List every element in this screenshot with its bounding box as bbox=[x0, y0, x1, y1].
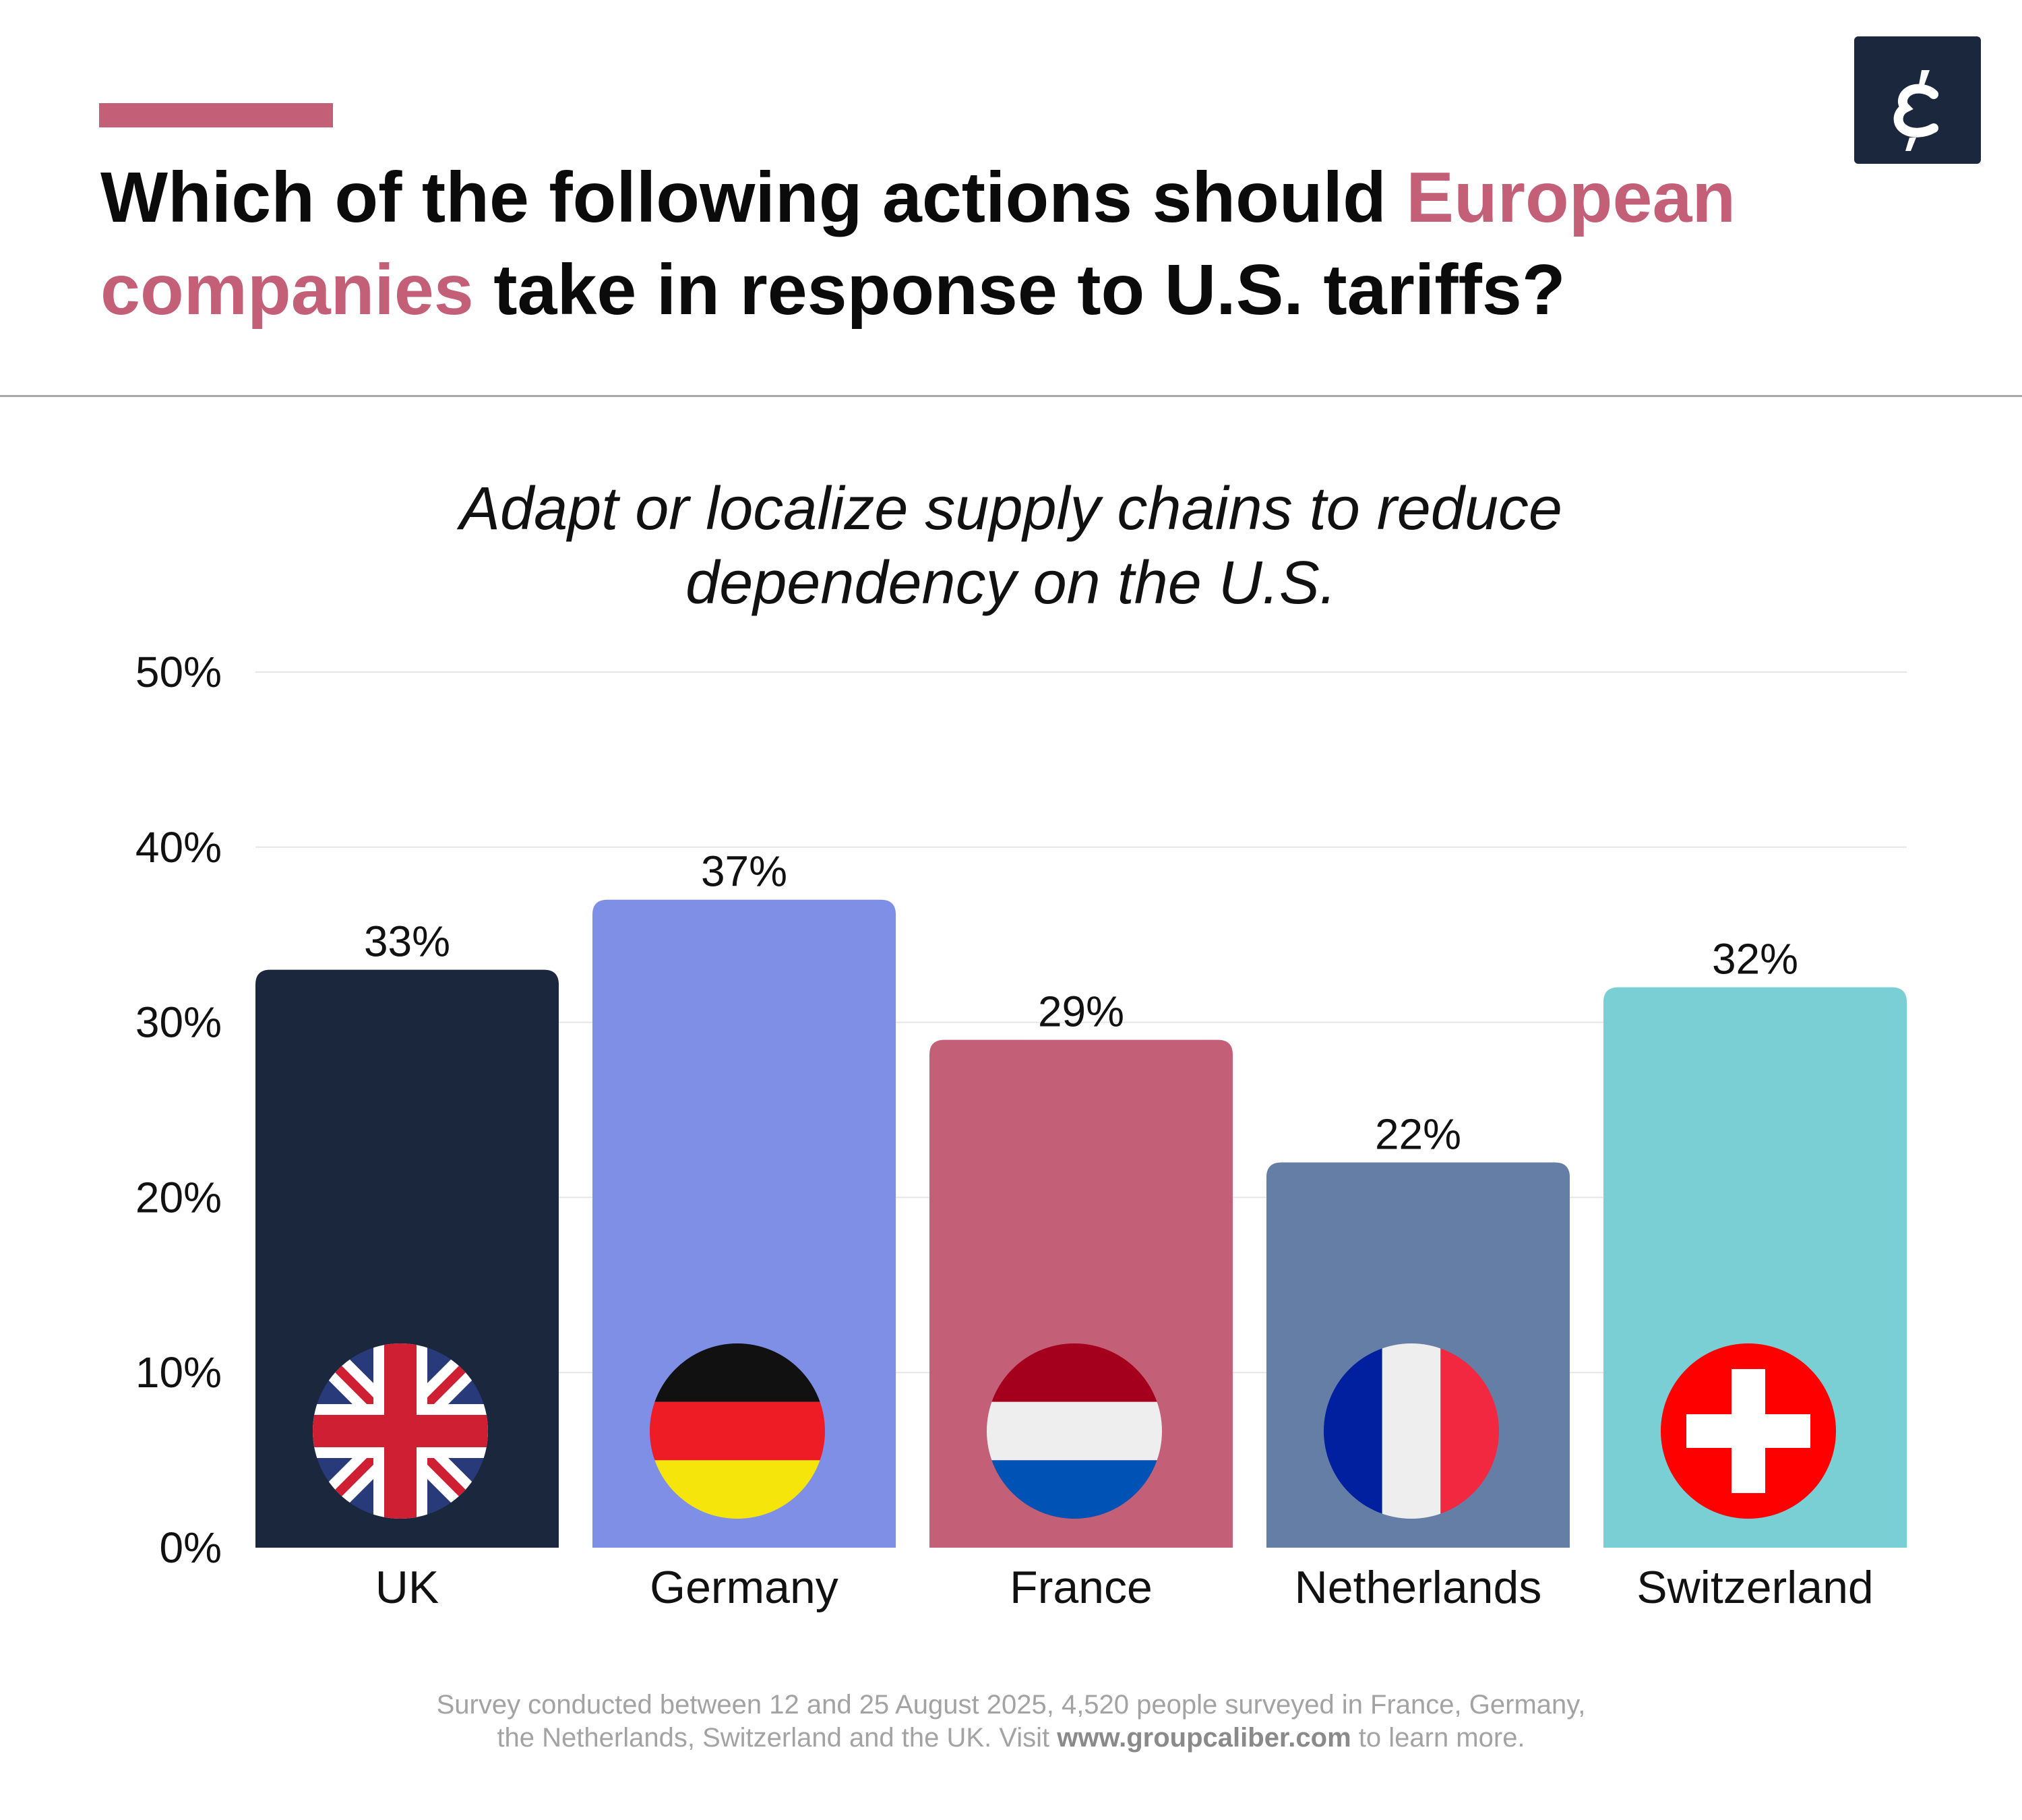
y-tick-label: 40% bbox=[135, 823, 222, 872]
x-tick-label: Netherlands bbox=[1295, 1562, 1542, 1613]
netherlands-flag-icon bbox=[987, 1343, 1162, 1519]
value-label: 29% bbox=[1038, 988, 1124, 1036]
title-part: take in response to U.S. tariffs? bbox=[473, 250, 1566, 330]
x-tick-label: UK bbox=[375, 1562, 439, 1613]
website-link[interactable]: www.groupcaliber.com bbox=[1057, 1723, 1351, 1753]
header-divider bbox=[0, 395, 2022, 397]
accent-bar bbox=[99, 103, 333, 127]
x-tick-label: Switzerland bbox=[1636, 1562, 1874, 1613]
y-tick-label: 10% bbox=[135, 1348, 222, 1397]
value-label: 32% bbox=[1712, 935, 1798, 983]
y-tick-label: 20% bbox=[135, 1173, 222, 1221]
y-tick-label: 30% bbox=[135, 998, 222, 1047]
uk-flag-icon bbox=[313, 1343, 488, 1519]
switzerland-flag-icon bbox=[1661, 1343, 1836, 1519]
france-flag-icon bbox=[1324, 1343, 1499, 1519]
y-tick-label: 0% bbox=[160, 1523, 222, 1572]
value-label: 22% bbox=[1375, 1110, 1461, 1158]
footer-line-2: the Netherlands, Switzerland and the UK.… bbox=[0, 1722, 2022, 1755]
epsilon-logo-icon bbox=[1854, 36, 1981, 164]
germany-flag-icon bbox=[650, 1343, 825, 1519]
page-title: Which of the following actions should Eu… bbox=[100, 152, 1853, 336]
bar-chart: 0% 10% 20% 30% 40% 50% 33% UK 37% Germany 29% Franc… bbox=[135, 648, 1907, 1613]
title-part: Which of the following actions should bbox=[100, 158, 1407, 237]
footer-line-1: Survey conducted between 12 and 25 Augus… bbox=[436, 1690, 1586, 1720]
chart-title-text: Adapt or localize supply chains to reduc… bbox=[460, 475, 1562, 617]
y-tick-label: 50% bbox=[135, 648, 222, 696]
value-label: 33% bbox=[364, 917, 450, 966]
footer-note: Survey conducted between 12 and 25 Augus… bbox=[0, 1689, 2022, 1755]
chart-title: Adapt or localize supply chains to reduc… bbox=[0, 472, 2022, 620]
x-tick-label: Germany bbox=[650, 1562, 838, 1613]
value-label: 37% bbox=[701, 847, 787, 896]
footer-text: to learn more. bbox=[1351, 1723, 1525, 1753]
footer-text: the Netherlands, Switzerland and the UK.… bbox=[497, 1723, 1058, 1753]
x-tick-label: France bbox=[1010, 1562, 1153, 1613]
title-highlight: European companies bbox=[100, 158, 1736, 330]
